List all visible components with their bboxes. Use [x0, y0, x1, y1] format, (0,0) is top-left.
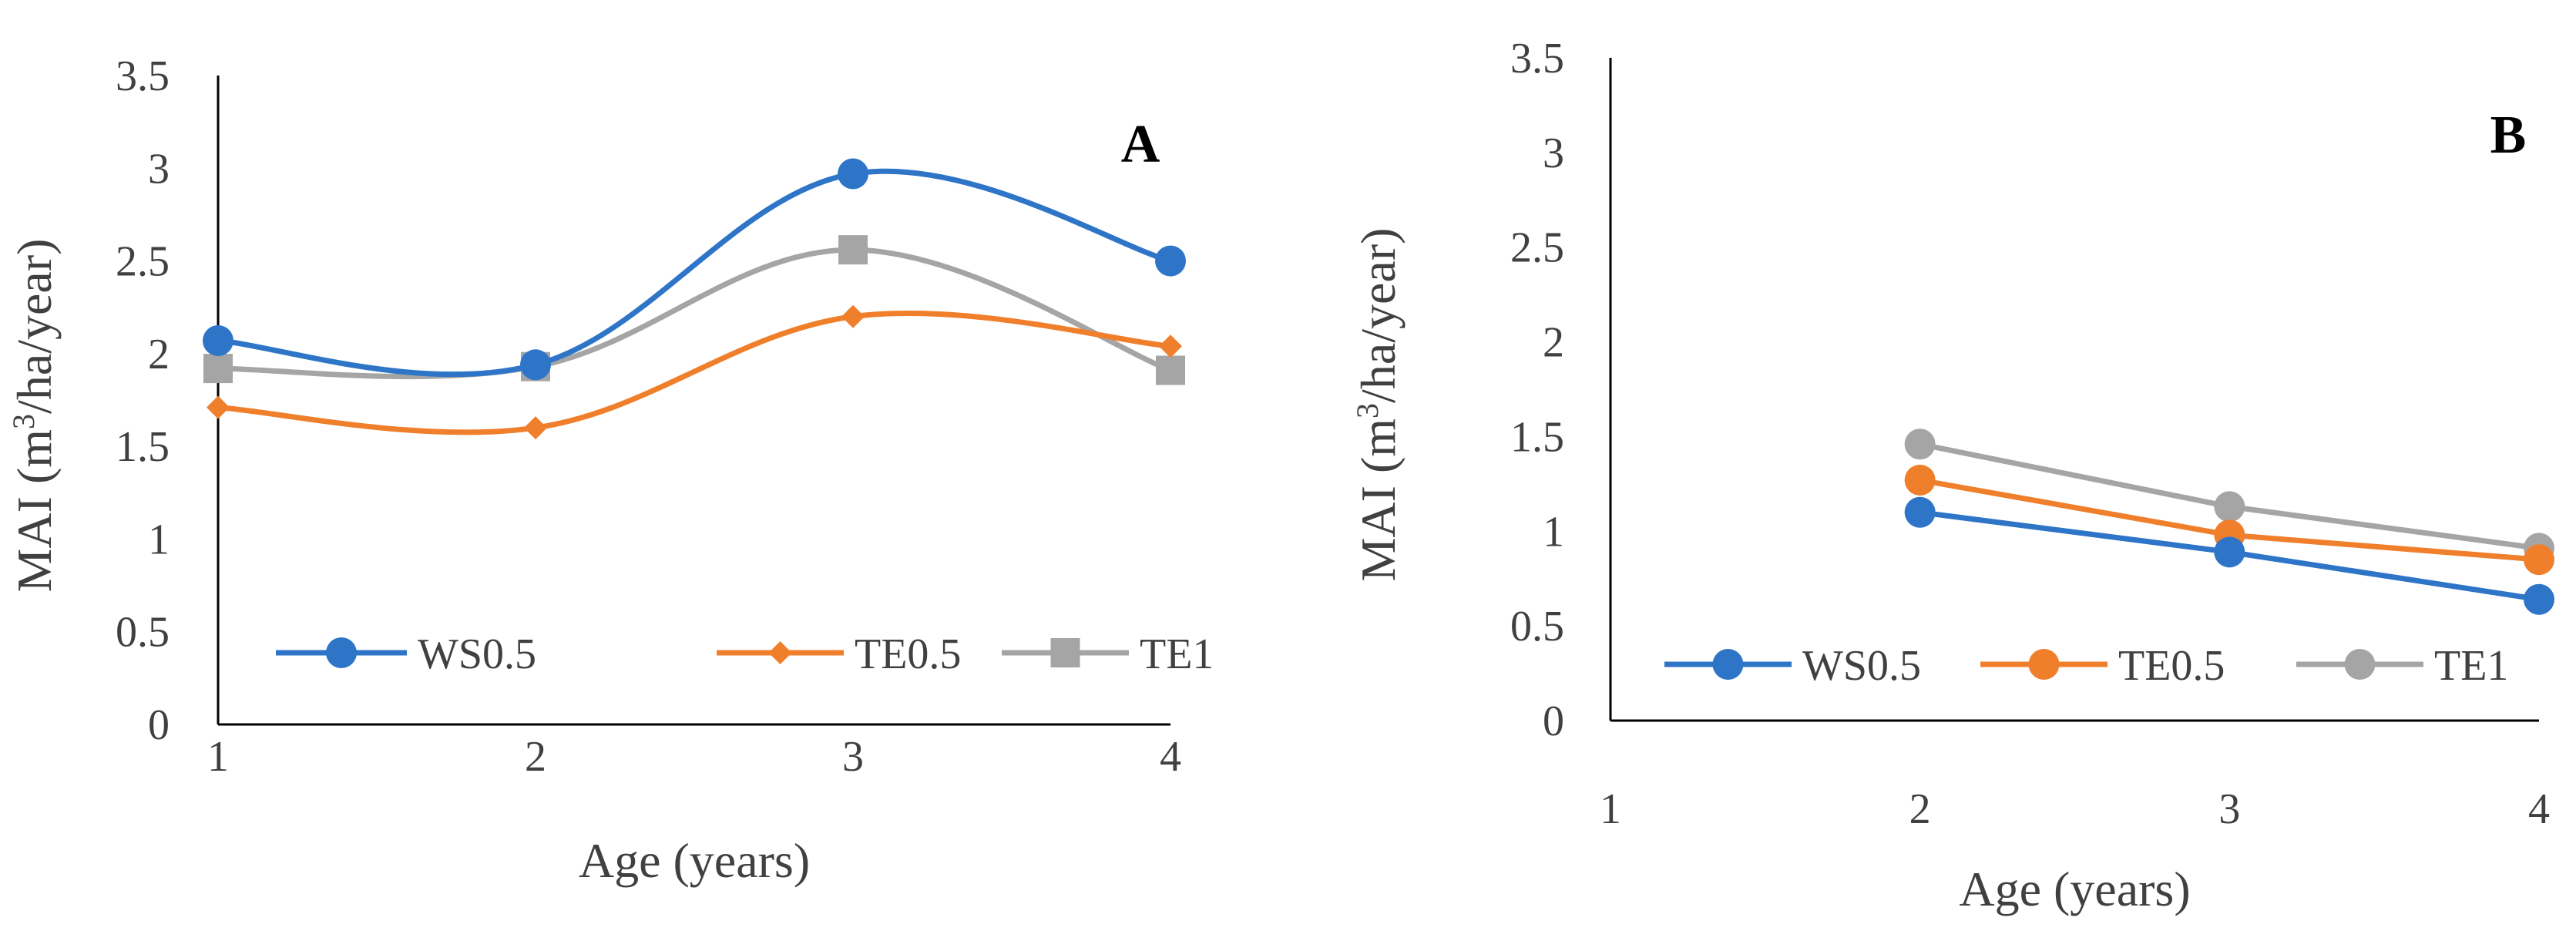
legend-marker: [2344, 649, 2376, 680]
y-tick-label: 2.5: [1510, 224, 1564, 272]
legend-marker: [326, 637, 357, 668]
y-tick-label: 0: [1543, 697, 1564, 745]
y-axis-title-post: /ha/year): [1351, 228, 1406, 403]
legend-label: TE0.5: [2118, 642, 2225, 690]
x-tick-label: 2: [525, 733, 546, 781]
y-axis-title-post: /ha/year): [7, 239, 62, 414]
y-axis-title: MAI (m3/ha/year): [1350, 228, 1406, 582]
data-point: [841, 304, 865, 328]
y-tick-label: 3.5: [116, 52, 170, 100]
series-line-te1: [215, 247, 1174, 380]
data-point: [2214, 536, 2245, 568]
data-point: [2214, 491, 2245, 523]
y-tick-label: 1.5: [116, 423, 170, 471]
x-tick-label: 2: [1909, 785, 1931, 833]
data-point: [203, 354, 233, 384]
y-axis-title-sup: 3: [1350, 403, 1385, 418]
x-tick-label: 4: [1160, 733, 1181, 781]
y-tick-label: 0.5: [116, 609, 170, 657]
y-tick-label: 0.5: [1510, 603, 1564, 650]
y-tick-label: 3: [1543, 129, 1564, 177]
x-tick-label: 3: [842, 733, 864, 781]
data-point: [2524, 583, 2554, 615]
x-tick-label: 3: [2218, 785, 2240, 833]
y-tick-label: 3: [148, 145, 170, 193]
legend-marker: [768, 641, 792, 664]
y-axis-title-pre: MAI (m: [1351, 418, 1406, 582]
y-tick-label: 2.5: [116, 238, 170, 286]
data-point: [1904, 429, 1936, 460]
y-tick-label: 1.5: [1510, 413, 1564, 461]
data-point: [1159, 334, 1182, 358]
data-point: [838, 158, 868, 190]
y-tick-label: 2: [148, 331, 170, 378]
data-point: [838, 235, 868, 265]
series-line-ws05: [215, 168, 1174, 378]
data-point: [2524, 544, 2554, 576]
series-line-te05: [215, 311, 1174, 435]
legend-marker: [2028, 649, 2060, 680]
x-tick-label: 1: [1600, 785, 1621, 833]
panel-label: B: [2490, 106, 2527, 165]
y-axis-title-sup: 3: [6, 414, 41, 429]
data-point: [1156, 355, 1185, 385]
x-tick-label: 1: [207, 733, 229, 781]
legend-marker: [1050, 638, 1080, 667]
y-tick-label: 3.5: [1510, 35, 1564, 82]
y-axis-title: MAI (m3/ha/year): [6, 239, 62, 593]
legend-label: TE1: [1140, 630, 1214, 678]
y-tick-label: 0: [148, 701, 170, 749]
panel-label: A: [1121, 115, 1160, 174]
data-point: [203, 325, 233, 357]
data-point: [1904, 496, 1936, 528]
legend-label: WS0.5: [1802, 642, 1921, 690]
legend-marker: [1712, 649, 1744, 680]
y-axis-title-pre: MAI (m: [7, 429, 62, 593]
x-tick-label: 4: [2528, 785, 2550, 833]
y-tick-label: 2: [1543, 319, 1564, 367]
legend-label: TE0.5: [855, 630, 961, 678]
legend-label: TE1: [2434, 642, 2508, 690]
y-tick-label: 1: [148, 516, 170, 563]
legend-label: WS0.5: [418, 630, 536, 678]
y-tick-label: 1: [1543, 508, 1564, 556]
x-axis-title: Age (years): [579, 833, 810, 888]
data-point: [524, 416, 547, 440]
data-point: [520, 349, 551, 381]
data-point: [1155, 245, 1186, 277]
x-axis-title: Age (years): [1959, 862, 2190, 916]
data-point: [207, 395, 230, 419]
data-point: [1904, 464, 1936, 496]
